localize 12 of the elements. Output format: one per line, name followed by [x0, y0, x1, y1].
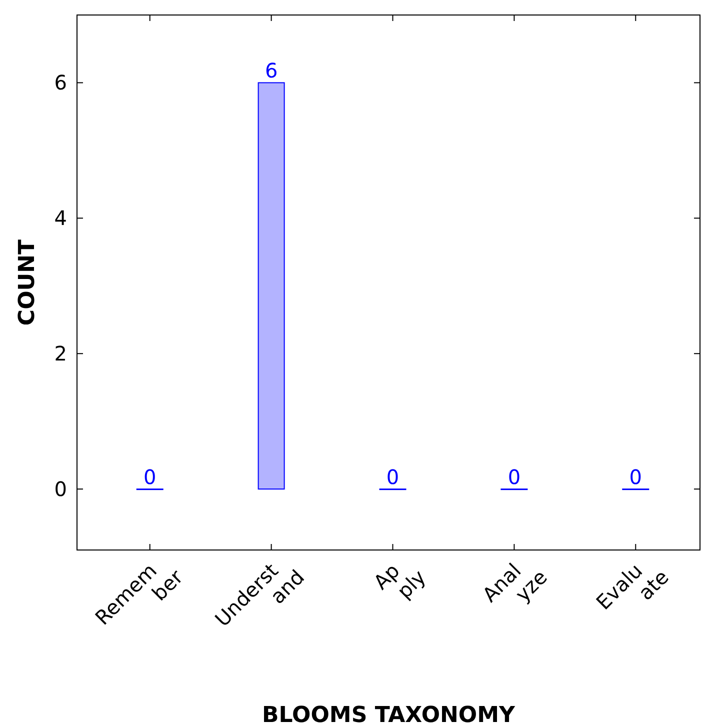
y-tick-label: 4	[54, 206, 67, 230]
x-axis-title: BLOOMS TAXONOMY	[262, 703, 516, 728]
y-tick-label: 2	[54, 342, 67, 366]
y-tick-label: 0	[54, 477, 67, 502]
data-label: 6	[264, 58, 278, 83]
x-tick-label: Ap ply	[368, 558, 431, 604]
y-axis-title: COUNT	[15, 239, 40, 326]
data-label: 0	[629, 465, 642, 490]
data-label: 0	[508, 465, 521, 490]
y-tick-label: 6	[54, 70, 67, 95]
data-label: 0	[386, 465, 400, 490]
data-label: 0	[144, 465, 156, 490]
